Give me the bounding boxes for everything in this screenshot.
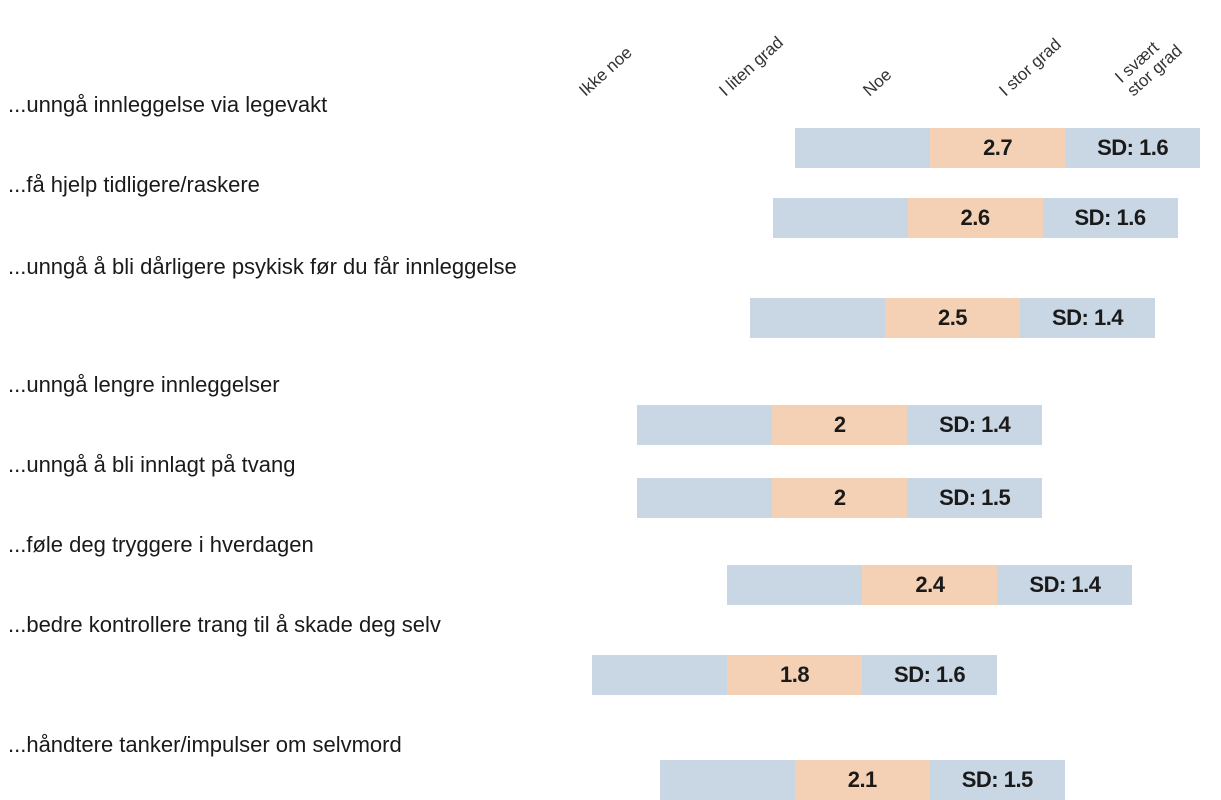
item-label: ...bedre kontrollere trang til å skade d… xyxy=(8,612,441,637)
mean-value: 2.5 xyxy=(885,298,1020,338)
band-left xyxy=(637,405,773,445)
item-label: ...håndtere tanker/impulser om selvmord xyxy=(8,732,402,757)
mean-value: 2.1 xyxy=(794,760,930,800)
band-right: SD: 1.5 xyxy=(907,478,1043,518)
band-right: SD: 1.6 xyxy=(1042,198,1178,238)
item-label: ...unngå lengre innleggelser xyxy=(8,372,280,397)
mean-value: 1.8 xyxy=(727,655,863,695)
band-right: SD: 1.4 xyxy=(1020,298,1155,338)
band-left xyxy=(772,198,908,238)
band-right: SD: 1.6 xyxy=(1065,128,1201,168)
band-left xyxy=(795,128,931,168)
band-left xyxy=(592,655,728,695)
mean-value: 2 xyxy=(772,405,908,445)
item-label: ...unngå innleggelse via legevakt xyxy=(8,92,328,117)
band-left xyxy=(727,565,863,605)
mean-value: 2.4 xyxy=(862,565,998,605)
band-left xyxy=(659,760,795,800)
item-label: ...få hjelp tidligere/raskere xyxy=(8,172,260,197)
band-right: SD: 1.4 xyxy=(997,565,1133,605)
band-right: SD: 1.4 xyxy=(907,405,1043,445)
mean-value: 2.6 xyxy=(907,198,1043,238)
band-right: SD: 1.5 xyxy=(929,760,1065,800)
scale-label: Ikke noe xyxy=(575,42,636,100)
band-right: SD: 1.6 xyxy=(862,655,998,695)
mean-value: 2.7 xyxy=(930,128,1066,168)
band-left xyxy=(637,478,773,518)
scale-label: I liten grad xyxy=(715,32,787,100)
item-label: ...unngå å bli dårligere psykisk før du … xyxy=(8,254,517,279)
item-label: ...unngå å bli innlagt på tvang xyxy=(8,452,296,477)
mean-value: 2 xyxy=(772,478,908,518)
band-left xyxy=(750,298,885,338)
item-label: ...føle deg tryggere i hverdagen xyxy=(8,532,314,557)
scale-label: I stor grad xyxy=(995,34,1065,100)
scale-label: I svært stor grad xyxy=(1111,37,1186,100)
scale-label: Noe xyxy=(859,65,896,100)
